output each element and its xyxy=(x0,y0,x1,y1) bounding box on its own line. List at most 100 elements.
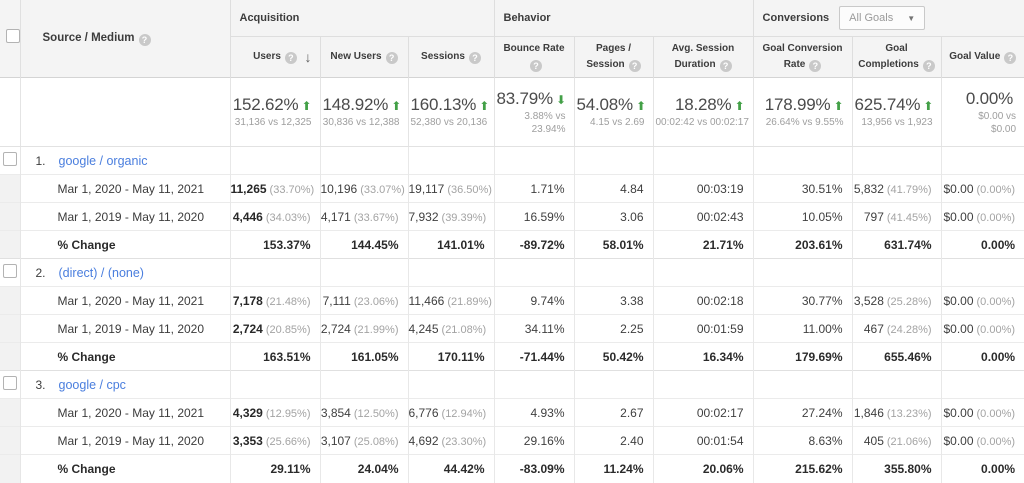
trend-arrow-icon: ⬆ xyxy=(923,98,934,113)
sessions-cell: 11,466 (21.89%) xyxy=(407,286,494,315)
empty-cell xyxy=(229,258,320,287)
row-checkbox[interactable] xyxy=(2,376,17,390)
metric-column-header[interactable]: Goal Completions xyxy=(851,36,942,78)
date-range-row: Mar 1, 2019 - May 11, 2020 3,353 (25.66%)… xyxy=(0,426,1024,455)
goal-completions-change-cell: 631.74% xyxy=(851,230,942,259)
new-users-change-cell: 144.45% xyxy=(319,230,408,259)
checkbox-cell xyxy=(0,146,20,175)
empty-cell xyxy=(319,258,408,287)
users-cell: 11,265 (33.70%) xyxy=(229,174,320,203)
help-icon[interactable] xyxy=(922,60,935,73)
bounce-rate-change-cell: -71.44% xyxy=(493,342,574,371)
summary-metric-value: 0.00% xyxy=(965,89,1014,108)
trend-arrow-icon: ⬆ xyxy=(479,98,490,113)
summary-metric-cell: 83.79% ⬇ 3.88% vs 23.94% xyxy=(493,77,574,147)
empty-cell xyxy=(652,258,754,287)
goals-dropdown[interactable]: All Goals xyxy=(839,6,926,30)
help-icon[interactable] xyxy=(809,60,822,73)
source-medium-cell: 1. google / organic xyxy=(19,146,230,175)
new-users-cell: 3,107 (25.08%) xyxy=(319,426,408,455)
select-all-checkbox[interactable] xyxy=(6,29,20,43)
dropdown-caret-icon xyxy=(907,14,915,23)
empty-cell xyxy=(407,370,494,399)
avg-session-duration-cell: 00:01:59 xyxy=(652,314,754,343)
row-checkbox[interactable] xyxy=(2,264,17,278)
help-icon[interactable] xyxy=(385,52,398,65)
metric-column-header[interactable]: Sessions xyxy=(407,36,494,78)
date-range-row: Mar 1, 2020 - May 11, 2021 7,178 (21.48%)… xyxy=(0,286,1024,315)
row-gutter xyxy=(0,398,20,427)
trend-arrow-icon: ⬇ xyxy=(555,93,567,107)
metric-column-header[interactable]: Goal Value xyxy=(940,36,1024,78)
percent-change-row: % Change 29.11% 24.04% 44.42% -83.09% 11… xyxy=(0,454,1024,483)
source-medium-link[interactable]: google / cpc xyxy=(58,377,126,392)
summary-metric-cell: 18.28% ⬆ 00:02:42 vs 00:02:17 xyxy=(652,77,754,147)
trend-arrow-icon: ⬆ xyxy=(833,98,844,113)
bounce-rate-cell: 29.16% xyxy=(493,426,574,455)
source-medium-group-row: 3. google / cpc xyxy=(0,370,1024,399)
help-icon[interactable] xyxy=(530,60,542,73)
pages-session-change-cell: 11.24% xyxy=(573,454,653,483)
help-icon[interactable] xyxy=(719,60,732,73)
summary-comparison-text: 26.64% vs 9.55% xyxy=(765,116,844,128)
source-medium-group-row: 2. (direct) / (none) xyxy=(0,258,1024,287)
metric-column-header[interactable]: New Users xyxy=(319,36,408,78)
metric-column-header[interactable]: Users xyxy=(229,36,320,78)
sort-descending-icon[interactable] xyxy=(305,46,312,68)
source-medium-link[interactable]: (direct) / (none) xyxy=(58,265,144,280)
row-gutter xyxy=(0,426,20,455)
avg-session-duration-change-cell: 20.06% xyxy=(652,454,754,483)
summary-comparison-text-line2: 23.94% xyxy=(531,124,566,135)
metric-column-header[interactable]: Pages / Session xyxy=(573,36,653,78)
goal-completions-cell: 797 (41.45%) xyxy=(851,202,942,231)
goal-completions-cell: 3,528 (25.28%) xyxy=(851,286,942,315)
sessions-cell: 4,245 (21.08%) xyxy=(407,314,494,343)
empty-cell xyxy=(573,258,653,287)
goal-completions-change-cell: 355.80% xyxy=(851,454,942,483)
percent-change-row: % Change 153.37% 144.45% 141.01% -89.72%… xyxy=(0,230,1024,259)
users-change-cell: 163.51% xyxy=(229,342,320,371)
summary-metric-cell: 625.74% ⬆ 13,956 vs 1,923 xyxy=(851,77,942,147)
bounce-rate-change-cell: -83.09% xyxy=(493,454,574,483)
date-range-label: Mar 1, 2019 - May 11, 2020 xyxy=(19,426,230,455)
metric-column-header[interactable]: Bounce Rate xyxy=(493,36,574,78)
goal-conversion-rate-change-cell: 179.69% xyxy=(752,342,853,371)
empty-cell xyxy=(573,370,653,399)
pages-session-change-cell: 50.42% xyxy=(573,342,653,371)
empty-cell xyxy=(493,258,574,287)
goal-conversion-rate-change-cell: 215.62% xyxy=(752,454,853,483)
row-gutter xyxy=(0,314,20,343)
bounce-rate-change-cell: -89.72% xyxy=(493,230,574,259)
trend-arrow-icon: ⬆ xyxy=(301,98,312,113)
row-gutter xyxy=(0,342,20,371)
goal-conversion-rate-cell: 30.51% xyxy=(752,174,853,203)
help-icon[interactable] xyxy=(1004,52,1017,65)
help-icon[interactable] xyxy=(138,33,151,46)
users-change-cell: 29.11% xyxy=(229,454,320,483)
goal-completions-cell: 1,846 (13.23%) xyxy=(851,398,942,427)
date-range-label: Mar 1, 2019 - May 11, 2020 xyxy=(19,202,230,231)
trend-arrow-icon: ⬆ xyxy=(635,98,647,113)
metric-column-label: Goal Value xyxy=(949,51,1001,62)
dimension-header[interactable]: Source / Medium xyxy=(19,0,230,78)
summary-metric-value: 148.92% xyxy=(322,94,389,114)
avg-session-duration-change-cell: 16.34% xyxy=(652,342,754,371)
empty-cell xyxy=(752,258,853,287)
summary-metric-cell: 160.13% ⬆ 52,380 vs 20,136 xyxy=(407,77,494,147)
help-icon[interactable] xyxy=(628,60,641,73)
percent-change-row: % Change 163.51% 161.05% 170.11% -71.44%… xyxy=(0,342,1024,371)
row-checkbox[interactable] xyxy=(2,152,17,166)
help-icon[interactable] xyxy=(284,52,297,65)
empty-cell xyxy=(652,370,754,399)
empty-cell xyxy=(319,370,408,399)
metric-column-header[interactable]: Goal Conversion Rate xyxy=(752,36,853,78)
select-all-cell xyxy=(0,0,20,78)
metric-column-header[interactable]: Avg. Session Duration xyxy=(652,36,754,78)
source-medium-link[interactable]: google / organic xyxy=(58,153,148,168)
summary-metric-value: 54.08% xyxy=(576,94,634,114)
goal-value-cell: $0.00 (0.00%) xyxy=(940,426,1024,455)
help-icon[interactable] xyxy=(468,52,481,65)
source-medium-group-row: 1. google / organic xyxy=(0,146,1024,175)
row-number: 3. xyxy=(35,377,46,392)
empty-cell xyxy=(573,146,653,175)
